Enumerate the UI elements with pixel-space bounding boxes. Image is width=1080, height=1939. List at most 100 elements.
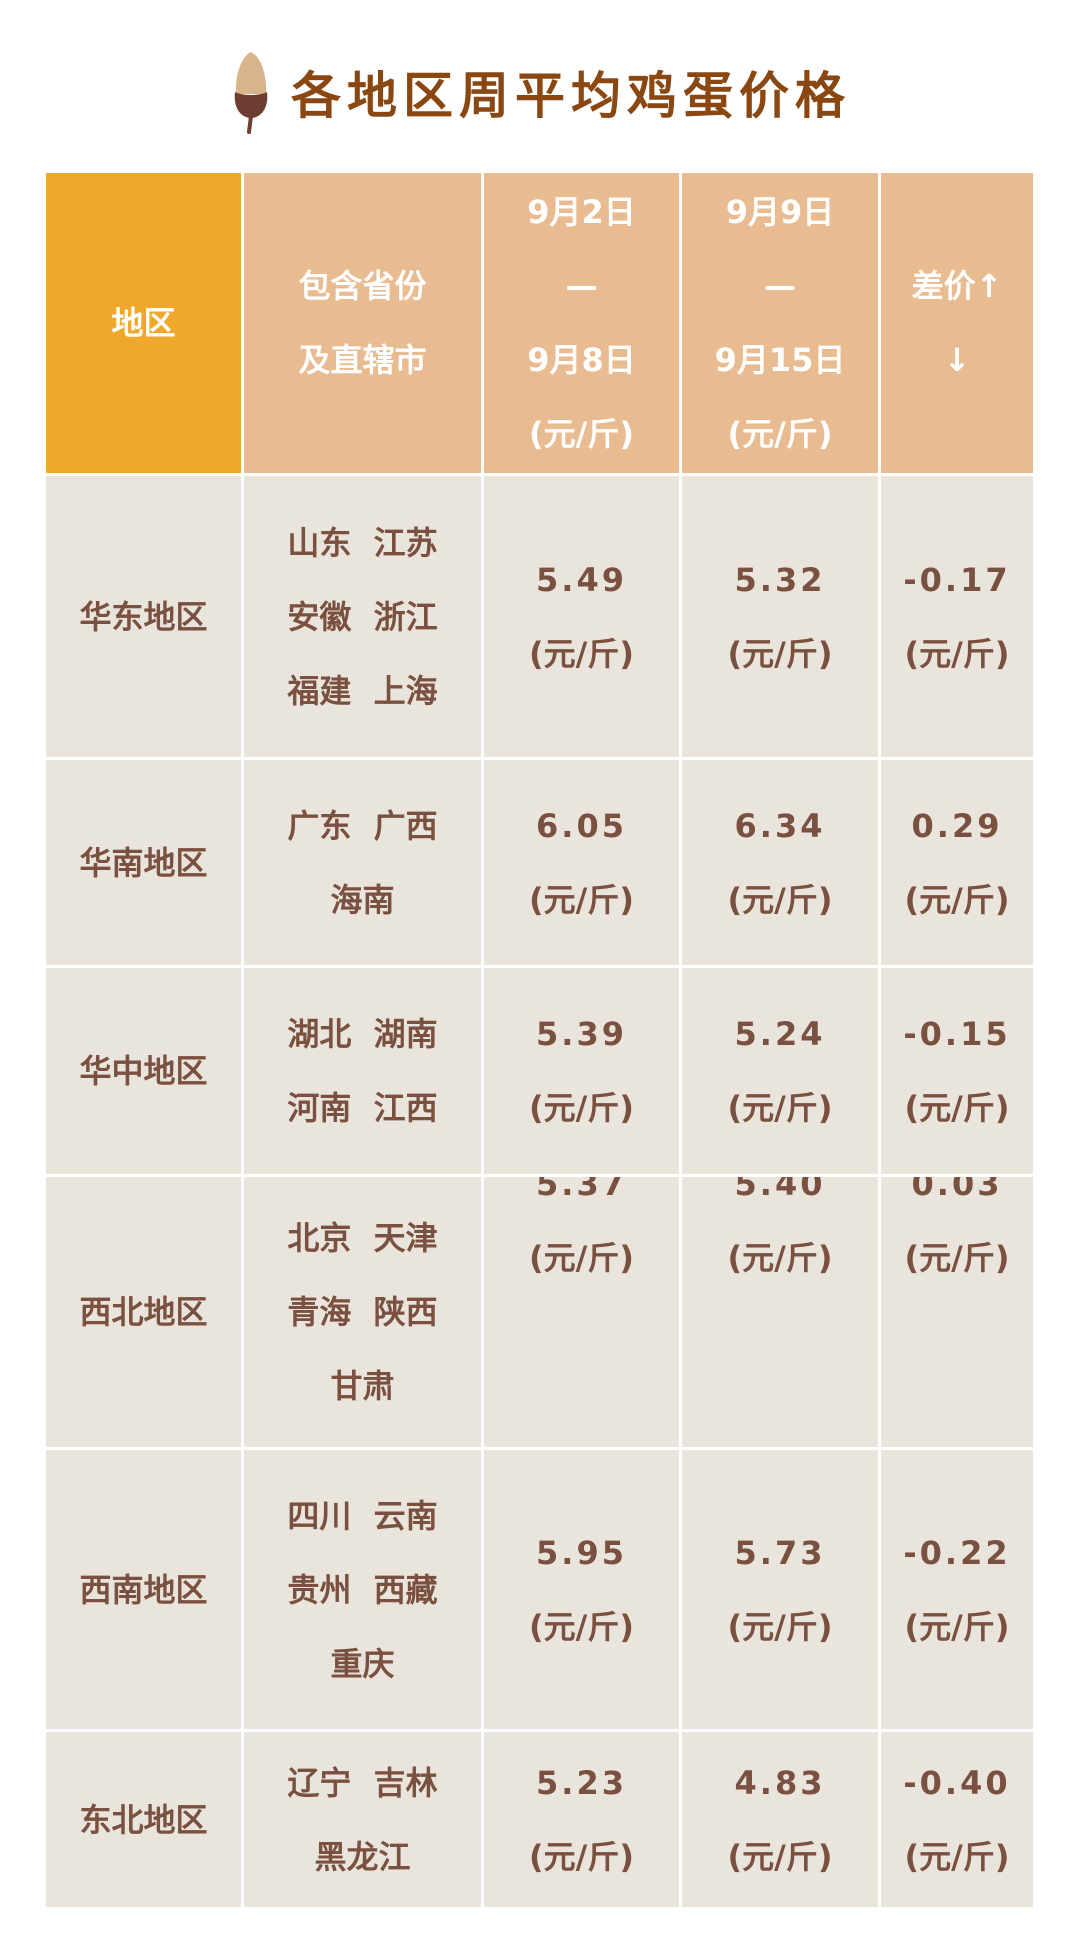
diff-cell: -0.22 (元/斤) bbox=[881, 1450, 1033, 1729]
unit-label: (元/斤) bbox=[904, 1239, 1010, 1277]
region-cell: 西南地区 bbox=[46, 1450, 241, 1729]
provinces-cell: 辽宁 吉林 黑龙江 bbox=[244, 1732, 481, 1907]
week1-value: 5.39 bbox=[536, 1015, 627, 1053]
region-cell: 西北地区 bbox=[46, 1177, 241, 1447]
diff-value: 0.29 bbox=[911, 806, 1003, 845]
diff-cell: -0.15 (元/斤) bbox=[881, 968, 1033, 1174]
unit-label: (元/斤) bbox=[529, 1837, 634, 1876]
diff-value: -0.22 bbox=[903, 1533, 1011, 1572]
week2-value: 5.40 bbox=[734, 1177, 826, 1203]
province-line: 贵州 西藏 bbox=[287, 1570, 438, 1609]
week2-cell: 6.34 (元/斤) bbox=[682, 760, 878, 965]
header-line: 9月15日 bbox=[714, 341, 846, 379]
province-line: 甘肃 bbox=[330, 1367, 395, 1405]
week1-value: 5.23 bbox=[536, 1763, 627, 1802]
diff-value: -0.15 bbox=[903, 1015, 1011, 1053]
week1-cell: 5.37 (元/斤) bbox=[484, 1177, 679, 1447]
acorn-icon bbox=[234, 52, 268, 134]
unit-label: (元/斤) bbox=[529, 1239, 634, 1277]
header-line: 9月9日 bbox=[725, 193, 835, 231]
egg-price-table: 地区 包含省份 及直辖市 9月2日 — 9月8日 (元/斤) 9月9日 — 9月… bbox=[46, 173, 1033, 1907]
region-name: 西北地区 bbox=[79, 1293, 208, 1331]
header-line: 包含省份 bbox=[298, 267, 427, 305]
province-line: 辽宁 吉林 bbox=[287, 1763, 438, 1802]
week1-cell: 5.49 (元/斤) bbox=[484, 476, 679, 757]
province-line: 福建 上海 bbox=[287, 671, 438, 710]
unit-label: (元/斤) bbox=[727, 880, 833, 919]
provinces-cell: 北京 天津 青海 陕西 甘肃 bbox=[244, 1177, 481, 1447]
week1-cell: 5.23 (元/斤) bbox=[484, 1732, 679, 1907]
week1-cell: 5.95 (元/斤) bbox=[484, 1450, 679, 1729]
province-line: 广东 广西 bbox=[287, 806, 438, 845]
province-line: 青海 陕西 bbox=[287, 1293, 438, 1331]
unit-label: (元/斤) bbox=[529, 1607, 634, 1646]
week2-value: 5.73 bbox=[734, 1533, 826, 1572]
provinces-cell: 湖北 湖南 河南 江西 bbox=[244, 968, 481, 1174]
week2-cell: 5.40 (元/斤) bbox=[682, 1177, 878, 1447]
unit-label: (元/斤) bbox=[529, 1089, 634, 1127]
region-cell: 东北地区 bbox=[46, 1732, 241, 1907]
region-cell: 华中地区 bbox=[46, 968, 241, 1174]
week2-value: 6.34 bbox=[734, 806, 826, 845]
week2-cell: 5.73 (元/斤) bbox=[682, 1450, 878, 1729]
header-line: — bbox=[764, 267, 796, 305]
diff-value: -0.40 bbox=[903, 1763, 1011, 1802]
unit-label: (元/斤) bbox=[904, 880, 1010, 919]
provinces-cell: 四川 云南贵州 西藏重庆 bbox=[244, 1450, 481, 1729]
week2-value: 5.32 bbox=[734, 560, 826, 599]
header-week1: 9月2日 — 9月8日 (元/斤) bbox=[484, 173, 679, 473]
province-line: 黑龙江 bbox=[314, 1837, 411, 1876]
diff-cell: -0.40 (元/斤) bbox=[881, 1732, 1033, 1907]
diff-cell: 0.29 (元/斤) bbox=[881, 760, 1033, 965]
province-line: 河南 江西 bbox=[287, 1089, 438, 1127]
province-line: 重庆 bbox=[330, 1644, 395, 1683]
week1-value: 6.05 bbox=[536, 806, 627, 845]
province-line: 山东 江苏 bbox=[287, 523, 438, 562]
diff-value: -0.17 bbox=[903, 560, 1011, 599]
week1-value: 5.49 bbox=[536, 560, 627, 599]
week1-cell: 6.05 (元/斤) bbox=[484, 760, 679, 965]
header-region-label: 地区 bbox=[111, 304, 176, 342]
province-line: 四川 云南 bbox=[287, 1496, 438, 1535]
header-diff: 差价↑ ↓ bbox=[881, 173, 1033, 473]
header-line: 9月8日 bbox=[527, 341, 636, 379]
unit-label: (元/斤) bbox=[727, 1239, 833, 1277]
unit-label: (元/斤) bbox=[727, 1089, 833, 1127]
header-week2: 9月9日 — 9月15日 (元/斤) bbox=[682, 173, 878, 473]
unit-label: (元/斤) bbox=[727, 634, 833, 673]
week1-cell: 5.39 (元/斤) bbox=[484, 968, 679, 1174]
unit-label: (元/斤) bbox=[904, 1607, 1010, 1646]
header-line: ↓ bbox=[943, 341, 971, 379]
unit-label: (元/斤) bbox=[904, 634, 1010, 673]
week2-cell: 5.32 (元/斤) bbox=[682, 476, 878, 757]
diff-cell: 0.03 (元/斤) bbox=[881, 1177, 1033, 1447]
header-region: 地区 bbox=[46, 173, 241, 473]
region-name: 华中地区 bbox=[79, 1052, 208, 1090]
header-provinces: 包含省份 及直辖市 bbox=[244, 173, 481, 473]
header-line: (元/斤) bbox=[529, 415, 634, 453]
region-name: 东北地区 bbox=[79, 1800, 208, 1839]
week2-cell: 4.83 (元/斤) bbox=[682, 1732, 878, 1907]
region-name: 华南地区 bbox=[79, 843, 208, 882]
week1-value: 5.95 bbox=[536, 1533, 627, 1572]
header-line: 差价↑ bbox=[911, 267, 1003, 305]
province-line: 安徽 浙江 bbox=[287, 597, 438, 636]
week1-value: 5.37 bbox=[536, 1177, 627, 1203]
unit-label: (元/斤) bbox=[529, 880, 634, 919]
header-line: — bbox=[565, 267, 598, 305]
week2-value: 4.83 bbox=[734, 1763, 826, 1802]
region-name: 华东地区 bbox=[79, 597, 208, 636]
week2-cell: 5.24 (元/斤) bbox=[682, 968, 878, 1174]
week2-value: 5.24 bbox=[734, 1015, 826, 1053]
provinces-cell: 广东 广西 海南 bbox=[244, 760, 481, 965]
region-cell: 华东地区 bbox=[46, 476, 241, 757]
diff-cell: -0.17 (元/斤) bbox=[881, 476, 1033, 757]
unit-label: (元/斤) bbox=[529, 634, 634, 673]
header-line: (元/斤) bbox=[727, 415, 833, 453]
provinces-cell: 山东 江苏安徽 浙江福建 上海 bbox=[244, 476, 481, 757]
unit-label: (元/斤) bbox=[727, 1607, 833, 1646]
header-line: 9月2日 bbox=[527, 193, 636, 231]
unit-label: (元/斤) bbox=[904, 1089, 1010, 1127]
unit-label: (元/斤) bbox=[727, 1837, 833, 1876]
header-line: 及直辖市 bbox=[298, 341, 427, 379]
